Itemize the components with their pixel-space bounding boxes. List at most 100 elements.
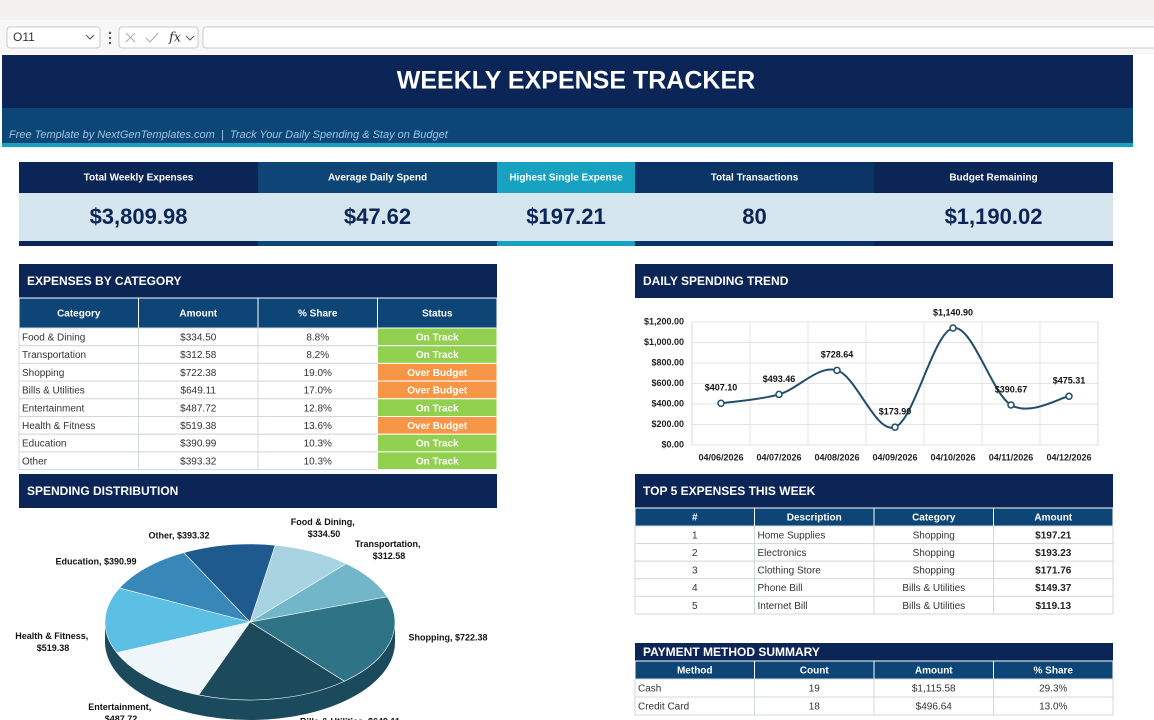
function-icon[interactable]: fx [168, 31, 182, 46]
table-cell-text: On Track [416, 439, 459, 450]
kpi-body [874, 193, 1113, 241]
line-point [1065, 392, 1073, 401]
table-cell [377, 451, 498, 471]
more-icon [108, 36, 112, 40]
kpi-body [635, 193, 874, 241]
table-cell-text: Electronics [758, 548, 807, 559]
line-point [775, 390, 783, 399]
data-label: $1,140.90 [933, 307, 973, 317]
table-cell-text: $193.23 [1035, 548, 1072, 559]
pie-label: Education, $390.99 [55, 556, 136, 566]
table-header: Category [57, 309, 101, 320]
table-cell-text: On Track [416, 403, 459, 414]
x-tick-label: 04/12/2026 [1046, 452, 1091, 462]
table-cell-text: On Track [416, 350, 459, 361]
section-title: TOP 5 EXPENSES THIS WEEK [643, 484, 816, 498]
name-box-text: O11 [13, 30, 35, 44]
line-point [891, 423, 899, 431]
kpi-value: $47.62 [344, 204, 411, 229]
line-point [949, 324, 957, 332]
table-header: Amount [915, 666, 953, 677]
y-tick-label: $0.00 [661, 439, 684, 449]
table-cell-text: $334.50 [180, 332, 217, 343]
x-tick-label: 04/08/2026 [814, 452, 859, 462]
pie-label: Transportation, $312.58 [355, 539, 423, 561]
kpi-label: Highest Single Expense [509, 173, 623, 184]
table-header: Method [677, 666, 713, 677]
table-cell-text: 13.6% [304, 421, 332, 432]
kpi-bar [497, 241, 635, 246]
section-title: EXPENSES BY CATEGORY [27, 274, 181, 288]
kpi-label: Average Daily Spend [328, 173, 427, 184]
kpi-header [258, 162, 497, 193]
y-tick-label: $600.00 [651, 378, 684, 388]
line-point [1007, 401, 1015, 409]
header-band [2, 55, 1133, 108]
enter-icon[interactable] [145, 32, 159, 43]
table-cell-text: $649.11 [181, 386, 217, 397]
pie-label: Food & Dining, $334.50 [291, 517, 358, 539]
data-label: $493.46 [763, 374, 796, 384]
table-cell-text: 8.8% [306, 332, 329, 343]
table-cell-text: Education [22, 439, 66, 450]
table-cell-text: Bills & Utilities [22, 386, 85, 397]
data-label: $173.90 [879, 407, 912, 417]
x-tick-label: 04/06/2026 [698, 452, 743, 462]
table-cell-text: 8.2% [306, 350, 329, 361]
table-cell-text: Credit Card [638, 702, 689, 713]
subtitle: Free Template by NextGenTemplates.com | … [9, 129, 449, 141]
data-label: $390.67 [995, 384, 1028, 394]
y-tick-label: $800.00 [651, 357, 684, 367]
pie-label-line: $312.58 [373, 551, 406, 561]
dropdown-icon[interactable] [85, 34, 95, 40]
pie-slice [249, 596, 396, 682]
pie-label-line: Entertainment, [88, 702, 154, 712]
table-cell-text: Over Budget [407, 368, 468, 379]
table-cell-text: Clothing Store [758, 566, 822, 577]
cancel-icon[interactable] [125, 32, 136, 43]
table-cell-text: Home Supplies [758, 530, 826, 541]
pie-label: Shopping, $722.38 [408, 632, 487, 642]
kpi-header [635, 162, 874, 193]
table-cell-text: 17.0% [304, 386, 332, 397]
table-header-cell [138, 297, 259, 329]
table-cell-text: 2 [692, 548, 698, 559]
pie-label-line: $487.72 [105, 714, 138, 720]
formula-input[interactable] [202, 26, 1154, 49]
pie-slice [119, 552, 251, 623]
line-point [717, 399, 725, 408]
x-tick-label: 04/11/2026 [989, 452, 1034, 462]
table-header-cell [18, 297, 139, 329]
section-title: SPENDING DISTRIBUTION [27, 484, 178, 498]
table-cell-text: Over Budget [407, 386, 468, 397]
table-header: Count [800, 666, 830, 677]
table-header: Amount [1034, 513, 1072, 524]
more-icon[interactable] [108, 31, 112, 35]
table-cell-text: 19.0% [304, 368, 332, 379]
section-title-bar [635, 474, 1113, 508]
table-cell-text: Shopping [913, 530, 955, 541]
table-header: % Share [298, 309, 338, 320]
table-cell-text: 18 [809, 702, 821, 713]
section-title: DAILY SPENDING TREND [643, 274, 789, 288]
pie-label: Health & Fitness, $519.38 [15, 631, 91, 653]
name-box[interactable] [6, 26, 101, 49]
table-cell-text: Phone Bill [758, 583, 803, 594]
dropdown-icon[interactable] [185, 35, 195, 41]
kpi-label: Budget Remaining [949, 173, 1037, 184]
pie-label-line: $334.50 [308, 529, 341, 539]
pie-slice [116, 621, 251, 696]
kpi-value: $197.21 [526, 204, 606, 229]
kpi-bar [874, 241, 1113, 246]
section-title-bar [19, 474, 497, 508]
data-label: $407.10 [705, 383, 738, 393]
accent-line [2, 143, 1133, 147]
pie-label-line: Transportation, [355, 539, 423, 549]
kpi-label: Total Transactions [711, 173, 799, 184]
pie-label-line: Health & Fitness, [15, 631, 91, 641]
table-cell-text: 3 [692, 566, 698, 577]
section-title: PAYMENT METHOD SUMMARY [643, 645, 820, 659]
table-cell-text: 4 [692, 583, 698, 594]
kpi-bar [258, 241, 497, 246]
